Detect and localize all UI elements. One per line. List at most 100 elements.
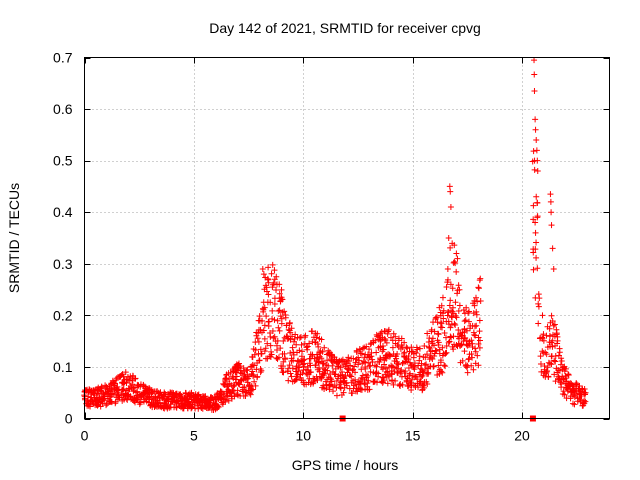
data-point bbox=[565, 371, 572, 378]
data-point bbox=[276, 327, 283, 334]
data-point bbox=[320, 382, 327, 389]
y-tick-label: 0.6 bbox=[53, 101, 73, 117]
data-point bbox=[444, 276, 451, 283]
data-point bbox=[465, 318, 472, 325]
data-point bbox=[321, 366, 328, 373]
data-point bbox=[530, 266, 537, 273]
data-point bbox=[454, 290, 461, 297]
data-point bbox=[433, 314, 440, 321]
data-point bbox=[229, 386, 236, 393]
data-point bbox=[477, 297, 484, 304]
data-point bbox=[285, 377, 292, 384]
plot-frame bbox=[84, 57, 610, 419]
data-point bbox=[274, 317, 281, 324]
data-point bbox=[545, 359, 552, 366]
data-point bbox=[374, 379, 381, 386]
data-point bbox=[451, 320, 458, 327]
data-point bbox=[452, 299, 459, 306]
data-point bbox=[371, 378, 378, 385]
data-point bbox=[375, 370, 382, 377]
data-point bbox=[377, 356, 384, 363]
data-point bbox=[287, 336, 294, 343]
data-point bbox=[278, 296, 285, 303]
data-point bbox=[434, 330, 441, 337]
data-point bbox=[533, 254, 540, 261]
data-point bbox=[337, 384, 344, 391]
data-point bbox=[455, 307, 462, 314]
data-point bbox=[357, 378, 364, 385]
data-point bbox=[539, 312, 546, 319]
data-point bbox=[426, 344, 433, 351]
data-point bbox=[531, 57, 538, 64]
data-point bbox=[321, 344, 328, 351]
data-point bbox=[558, 355, 565, 362]
data-point bbox=[296, 364, 303, 371]
data-point bbox=[402, 368, 409, 375]
data-point bbox=[456, 302, 463, 309]
data-point bbox=[333, 392, 340, 399]
data-point bbox=[531, 166, 538, 173]
data-point bbox=[385, 373, 392, 380]
data-point bbox=[463, 304, 470, 311]
data-point bbox=[214, 403, 221, 410]
data-point bbox=[399, 381, 406, 388]
data-point bbox=[453, 250, 460, 257]
data-point bbox=[422, 354, 429, 361]
data-point bbox=[398, 335, 405, 342]
data-point bbox=[264, 340, 271, 347]
data-point bbox=[103, 402, 110, 409]
data-point bbox=[296, 334, 303, 341]
y-tick-label: 0 bbox=[65, 411, 73, 427]
data-point bbox=[543, 368, 550, 375]
data-point bbox=[442, 363, 449, 370]
data-point bbox=[119, 371, 126, 378]
data-point bbox=[116, 394, 123, 401]
data-point bbox=[425, 370, 432, 377]
data-point bbox=[250, 371, 257, 378]
data-point bbox=[343, 382, 350, 389]
data-point bbox=[473, 294, 480, 301]
data-point bbox=[535, 303, 542, 310]
data-point bbox=[394, 360, 401, 367]
y-axis-label: SRMTID / TECUs bbox=[6, 183, 22, 293]
data-point bbox=[390, 381, 397, 388]
data-point bbox=[565, 371, 572, 378]
x-tick-label: 0 bbox=[81, 428, 89, 444]
data-point bbox=[438, 320, 445, 327]
data-point bbox=[260, 271, 267, 278]
data-point bbox=[417, 378, 424, 385]
data-point bbox=[435, 339, 442, 346]
data-point bbox=[252, 382, 259, 389]
data-point bbox=[273, 342, 280, 349]
data-point bbox=[439, 310, 446, 317]
data-point bbox=[540, 331, 547, 338]
data-point bbox=[274, 355, 281, 362]
data-point bbox=[318, 336, 325, 343]
data-point bbox=[450, 346, 457, 353]
data-point bbox=[554, 333, 561, 340]
data-point bbox=[91, 389, 98, 396]
data-point bbox=[281, 355, 288, 362]
y-tick-label: 0.7 bbox=[53, 50, 73, 66]
data-point bbox=[377, 337, 384, 344]
data-point bbox=[416, 345, 423, 352]
data-point bbox=[333, 384, 340, 391]
data-point bbox=[549, 245, 556, 252]
data-point bbox=[395, 361, 402, 368]
data-point bbox=[286, 319, 293, 326]
data-point bbox=[298, 341, 305, 348]
data-point bbox=[398, 366, 405, 373]
data-point bbox=[544, 364, 551, 371]
data-point bbox=[285, 326, 292, 333]
data-point bbox=[429, 335, 436, 342]
data-point bbox=[300, 357, 307, 364]
data-point bbox=[531, 88, 538, 95]
data-point bbox=[254, 335, 261, 342]
data-point bbox=[266, 318, 273, 325]
data-point bbox=[240, 386, 247, 393]
data-point bbox=[384, 368, 391, 375]
data-point bbox=[310, 380, 317, 387]
data-point bbox=[225, 397, 232, 404]
data-point bbox=[377, 343, 384, 350]
data-point bbox=[466, 308, 473, 315]
